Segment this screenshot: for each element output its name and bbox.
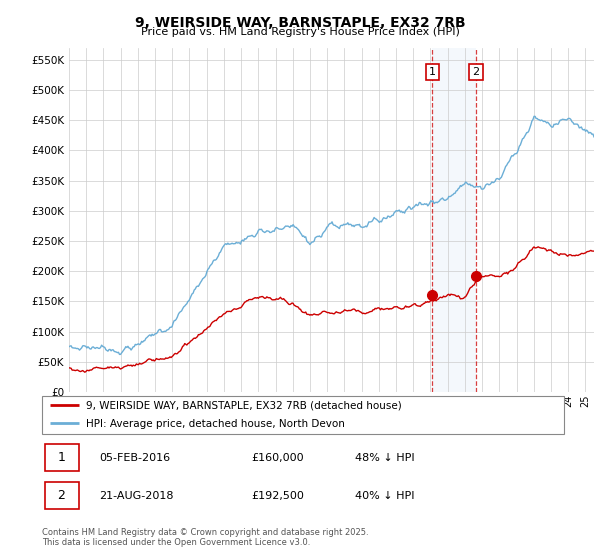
Text: 9, WEIRSIDE WAY, BARNSTAPLE, EX32 7RB: 9, WEIRSIDE WAY, BARNSTAPLE, EX32 7RB	[134, 16, 466, 30]
Bar	[432, 48, 476, 392]
FancyBboxPatch shape	[44, 444, 79, 472]
Text: Contains HM Land Registry data © Crown copyright and database right 2025.: Contains HM Land Registry data © Crown c…	[42, 528, 368, 536]
Text: 40% ↓ HPI: 40% ↓ HPI	[355, 491, 415, 501]
Text: £192,500: £192,500	[251, 491, 304, 501]
Text: HPI: Average price, detached house, North Devon: HPI: Average price, detached house, Nort…	[86, 419, 345, 429]
Text: 1: 1	[428, 67, 436, 77]
Text: 2: 2	[473, 67, 479, 77]
Text: £160,000: £160,000	[251, 452, 304, 463]
Text: 05-FEB-2016: 05-FEB-2016	[100, 452, 170, 463]
Text: 1: 1	[58, 451, 65, 464]
Text: 9, WEIRSIDE WAY, BARNSTAPLE, EX32 7RB (detached house): 9, WEIRSIDE WAY, BARNSTAPLE, EX32 7RB (d…	[86, 401, 402, 411]
FancyBboxPatch shape	[44, 482, 79, 509]
Text: This data is licensed under the Open Government Licence v3.0.: This data is licensed under the Open Gov…	[42, 538, 310, 547]
Text: 2: 2	[58, 489, 65, 502]
FancyBboxPatch shape	[42, 396, 564, 434]
Text: Price paid vs. HM Land Registry's House Price Index (HPI): Price paid vs. HM Land Registry's House …	[140, 27, 460, 37]
Text: 48% ↓ HPI: 48% ↓ HPI	[355, 452, 415, 463]
Text: 21-AUG-2018: 21-AUG-2018	[100, 491, 174, 501]
